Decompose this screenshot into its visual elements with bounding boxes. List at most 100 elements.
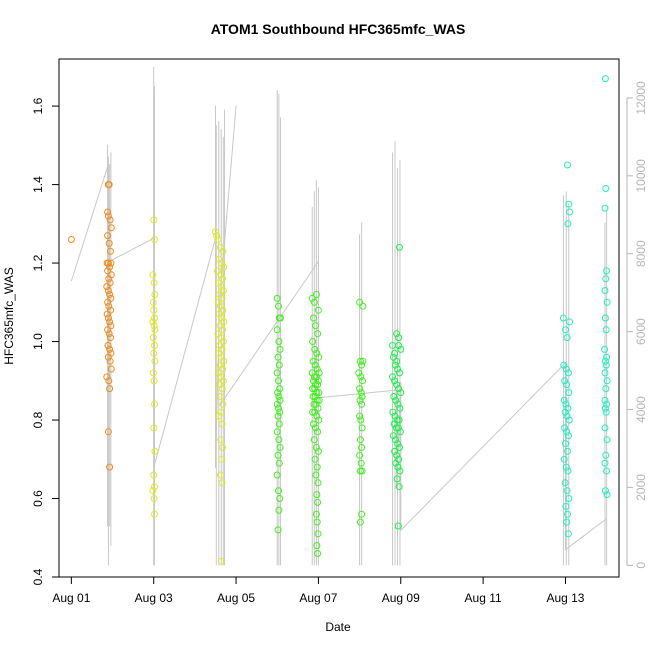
data-point (107, 365, 115, 373)
data-point (356, 396, 364, 404)
data-point (275, 338, 283, 345)
data-point (107, 247, 114, 255)
data-point (218, 294, 226, 302)
data-point (395, 416, 403, 424)
data-point (396, 444, 403, 451)
data-point (218, 479, 226, 487)
data-point (389, 353, 397, 361)
data-point (391, 447, 399, 455)
data-point (357, 459, 365, 467)
data-point (217, 271, 225, 279)
data-point (67, 236, 75, 243)
data-point (395, 342, 403, 349)
data-point (151, 447, 159, 455)
data-point (396, 243, 403, 251)
data-point (395, 385, 403, 393)
data-point (105, 377, 113, 385)
data-point (603, 467, 611, 475)
data-point (149, 487, 157, 495)
altitude-line (70, 94, 237, 469)
data-point (310, 436, 318, 444)
data-point (563, 428, 571, 436)
data-point (391, 349, 399, 357)
data-point (394, 463, 402, 471)
data-point (602, 385, 610, 393)
data-point (150, 377, 158, 385)
data-point (564, 369, 572, 377)
data-point (393, 381, 401, 389)
y-tick-label: 0.8 (31, 411, 45, 428)
data-point (391, 436, 399, 444)
data-point (562, 400, 570, 408)
data-point (601, 459, 609, 467)
x-tick-label: Aug 01 (52, 591, 90, 605)
y2-tick-label: 4000 (634, 396, 648, 423)
data-point (218, 259, 226, 267)
data-point (357, 389, 365, 397)
data-point (313, 518, 321, 526)
data-point (107, 259, 115, 267)
data-point (105, 181, 113, 189)
data-point (104, 212, 112, 220)
data-point (397, 345, 405, 353)
data-point (358, 467, 366, 475)
data-point (314, 330, 322, 338)
data-point (150, 322, 158, 330)
y-axis-label: HFC365mfc_WAS (2, 267, 16, 365)
data-point (564, 447, 571, 455)
data-point (356, 412, 364, 420)
data-point (393, 451, 401, 459)
data-point (150, 279, 158, 287)
data-point (219, 306, 227, 314)
data-point (562, 440, 569, 448)
data-point (273, 428, 281, 436)
data-point (308, 294, 316, 302)
y-tick-label: 0.4 (31, 568, 45, 585)
x-tick-label: Aug 11 (465, 591, 502, 605)
data-point (311, 345, 319, 353)
data-point (274, 389, 282, 397)
y2-tick-label: 0 (634, 562, 648, 569)
data-point (105, 302, 113, 310)
data-point (563, 412, 571, 420)
data-point (395, 483, 403, 491)
data-point (215, 412, 223, 420)
data-point (313, 389, 321, 397)
data-point (310, 400, 318, 408)
data-point (104, 287, 112, 294)
data-point (313, 463, 321, 471)
data-point (396, 369, 403, 377)
data-point (216, 393, 224, 400)
data-point (357, 416, 365, 424)
data-point (217, 436, 225, 444)
y-tick-label: 1.2 (31, 254, 45, 271)
data-point (311, 408, 319, 416)
data-point (273, 294, 281, 302)
data-point (274, 451, 282, 459)
data-point (397, 389, 405, 397)
data-point (212, 228, 219, 236)
data-point (394, 440, 401, 448)
data-point (603, 491, 611, 499)
data-point (313, 491, 321, 499)
data-point (314, 479, 322, 487)
data-point (602, 185, 610, 192)
data-point (561, 479, 569, 487)
data-point (312, 400, 320, 408)
data-point (559, 314, 567, 322)
data-point (151, 510, 158, 518)
data-point (308, 369, 316, 377)
data-point (601, 487, 609, 495)
data-point (105, 330, 113, 338)
data-point (313, 542, 321, 550)
data-point (601, 75, 609, 83)
data-point (151, 236, 158, 243)
data-point (276, 408, 284, 416)
data-point (106, 463, 114, 471)
data-point (314, 447, 322, 455)
x-tick-label: Aug 03 (135, 591, 173, 605)
data-point (565, 495, 573, 502)
data-point (220, 263, 228, 271)
data-point (603, 298, 611, 306)
